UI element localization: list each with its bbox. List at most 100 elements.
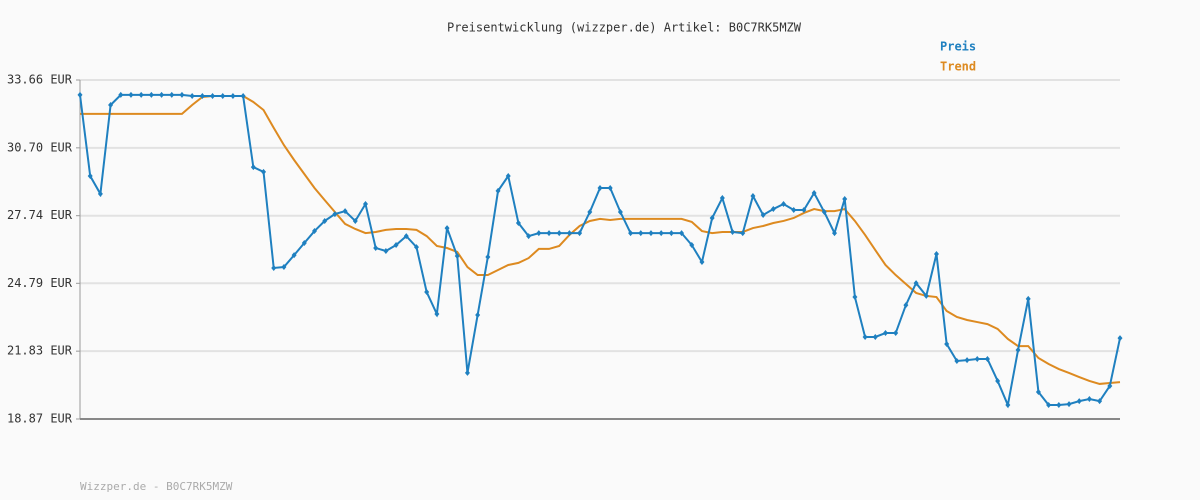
point-marker <box>495 187 501 194</box>
point-marker <box>199 93 205 100</box>
point-marker <box>566 230 572 237</box>
point-marker <box>413 244 419 251</box>
point-marker <box>832 230 838 237</box>
y-tick-label: 21.83 EUR <box>7 344 73 358</box>
footer: Wizzper.de - B0C7RK5MZW <box>80 480 233 493</box>
point-marker <box>628 230 634 237</box>
point-marker <box>1005 402 1011 409</box>
point-marker <box>261 168 267 175</box>
point-marker <box>322 217 328 224</box>
point-marker <box>383 247 389 254</box>
y-tick-label: 30.70 EUR <box>7 140 73 154</box>
point-marker <box>230 93 236 100</box>
point-marker <box>995 377 1001 384</box>
legend-entry: Trend <box>940 60 976 74</box>
point-marker <box>577 230 583 237</box>
point-marker <box>1025 295 1031 302</box>
point-marker <box>536 230 542 237</box>
point-marker <box>138 91 144 98</box>
point-marker <box>1056 402 1062 409</box>
point-marker <box>811 190 817 196</box>
point-marker <box>342 208 348 215</box>
point-marker <box>515 220 521 227</box>
point-marker <box>332 211 338 218</box>
point-marker <box>1046 402 1052 409</box>
point-marker <box>1086 396 1092 403</box>
point-marker <box>77 91 83 98</box>
point-marker <box>933 250 939 257</box>
point-marker <box>587 209 593 216</box>
point-marker <box>984 355 990 362</box>
series-line <box>80 95 1121 385</box>
point-marker <box>118 91 124 98</box>
point-marker <box>240 93 246 100</box>
point-marker <box>169 91 175 98</box>
y-tick-label: 33.66 EUR <box>7 73 73 87</box>
point-marker <box>485 253 491 260</box>
chart-title: Preisentwicklung (wizzper.de) Artikel: B… <box>447 21 802 35</box>
point-marker <box>821 209 827 216</box>
point-marker <box>944 341 950 348</box>
point-marker <box>291 252 297 259</box>
point-marker <box>526 233 532 240</box>
point-marker <box>668 230 674 237</box>
point-marker <box>352 217 358 224</box>
point-marker <box>301 239 307 246</box>
series-line <box>79 93 1121 409</box>
point-marker <box>872 333 878 340</box>
point-marker <box>760 212 766 219</box>
point-marker <box>913 280 919 287</box>
point-marker <box>220 93 226 100</box>
point-marker <box>434 311 440 318</box>
point-marker <box>148 91 154 98</box>
point-marker <box>97 190 103 197</box>
point-marker <box>679 230 685 237</box>
point-marker <box>179 91 185 98</box>
point-marker <box>546 230 552 237</box>
point-marker <box>1076 398 1082 405</box>
point-marker <box>974 355 980 362</box>
legend-entry: Preis <box>940 40 976 54</box>
point-marker <box>108 101 114 108</box>
point-marker <box>189 93 195 100</box>
point-marker <box>403 233 409 240</box>
point-marker <box>954 358 960 365</box>
point-marker <box>424 289 430 296</box>
point-marker <box>1117 335 1123 342</box>
point-marker <box>475 311 481 318</box>
point-marker <box>373 245 379 252</box>
point-marker <box>159 91 165 98</box>
point-marker <box>444 225 450 232</box>
point-marker <box>393 242 399 249</box>
y-tick-label: 27.74 EUR <box>7 208 73 222</box>
point-marker <box>1035 388 1041 395</box>
point-marker <box>689 242 695 249</box>
point-marker <box>719 195 725 202</box>
point-marker <box>87 173 93 180</box>
point-marker <box>505 173 511 180</box>
point-marker <box>770 206 776 213</box>
point-marker <box>281 264 287 271</box>
point-marker <box>1015 347 1021 354</box>
point-marker <box>617 209 623 216</box>
point-marker <box>648 230 654 237</box>
point-marker <box>210 93 216 100</box>
point-marker <box>1097 398 1103 405</box>
point-marker <box>852 294 858 301</box>
point-marker <box>638 230 644 237</box>
point-marker <box>597 184 603 191</box>
point-marker <box>730 228 736 235</box>
point-marker <box>312 228 318 235</box>
point-marker <box>842 195 848 202</box>
point-marker <box>454 253 460 260</box>
point-marker <box>781 201 787 208</box>
point-marker <box>801 206 807 213</box>
point-marker <box>893 330 899 337</box>
point-marker <box>740 230 746 237</box>
point-marker <box>1066 401 1072 408</box>
point-marker <box>791 206 797 213</box>
point-marker <box>709 214 715 221</box>
point-marker <box>250 164 256 171</box>
point-marker <box>658 230 664 237</box>
